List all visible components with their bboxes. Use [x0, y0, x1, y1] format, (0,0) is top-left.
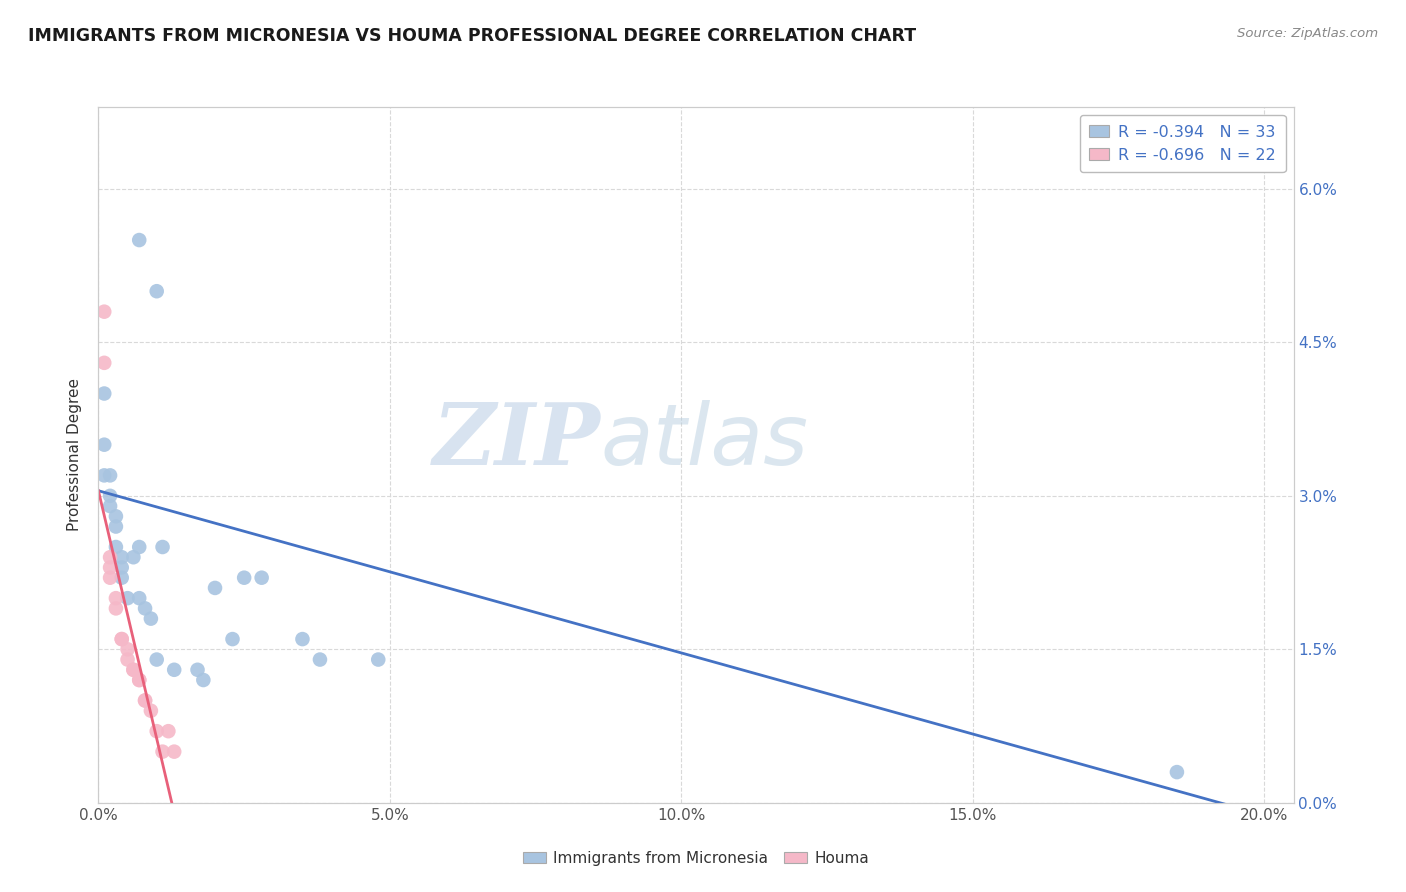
Point: [98, 489, 121, 503]
Point: [139, 704, 162, 718]
Point: [128, 591, 150, 606]
Point: [128, 673, 150, 687]
Point: [221, 632, 243, 646]
Point: [104, 540, 127, 554]
Point: [1166, 765, 1188, 780]
Point: [104, 601, 127, 615]
Point: [98, 550, 121, 565]
Y-axis label: Professional Degree: Professional Degree: [67, 378, 83, 532]
Point: [111, 632, 134, 646]
Point: [163, 745, 186, 759]
Point: [128, 233, 150, 247]
Point: [145, 724, 167, 739]
Point: [134, 601, 156, 615]
Text: ZIP: ZIP: [433, 400, 600, 483]
Point: [186, 663, 208, 677]
Text: atlas: atlas: [600, 400, 808, 483]
Point: [98, 499, 121, 513]
Point: [152, 745, 174, 759]
Point: [122, 663, 145, 677]
Point: [104, 509, 127, 524]
Text: Source: ZipAtlas.com: Source: ZipAtlas.com: [1237, 27, 1378, 40]
Point: [117, 652, 139, 666]
Text: IMMIGRANTS FROM MICRONESIA VS HOUMA PROFESSIONAL DEGREE CORRELATION CHART: IMMIGRANTS FROM MICRONESIA VS HOUMA PROF…: [28, 27, 917, 45]
Point: [93, 438, 115, 452]
Point: [367, 652, 389, 666]
Point: [93, 386, 115, 401]
Point: [163, 663, 186, 677]
Point: [152, 540, 174, 554]
Point: [193, 673, 215, 687]
Point: [117, 591, 139, 606]
Point: [98, 571, 121, 585]
Point: [128, 540, 150, 554]
Point: [111, 550, 134, 565]
Point: [139, 612, 162, 626]
Point: [122, 550, 145, 565]
Point: [98, 560, 121, 574]
Point: [117, 642, 139, 657]
Point: [104, 519, 127, 533]
Point: [104, 591, 127, 606]
Point: [145, 284, 167, 298]
Point: [145, 652, 167, 666]
Point: [134, 693, 156, 707]
Point: [111, 632, 134, 646]
Point: [93, 356, 115, 370]
Point: [111, 560, 134, 574]
Point: [204, 581, 226, 595]
Point: [134, 693, 156, 707]
Point: [98, 468, 121, 483]
Point: [250, 571, 273, 585]
Point: [111, 571, 134, 585]
Point: [309, 652, 332, 666]
Point: [291, 632, 314, 646]
Legend: Immigrants from Micronesia, Houma: Immigrants from Micronesia, Houma: [517, 845, 875, 871]
Point: [157, 724, 180, 739]
Point: [128, 673, 150, 687]
Point: [122, 663, 145, 677]
Point: [93, 468, 115, 483]
Point: [233, 571, 256, 585]
Point: [93, 304, 115, 318]
